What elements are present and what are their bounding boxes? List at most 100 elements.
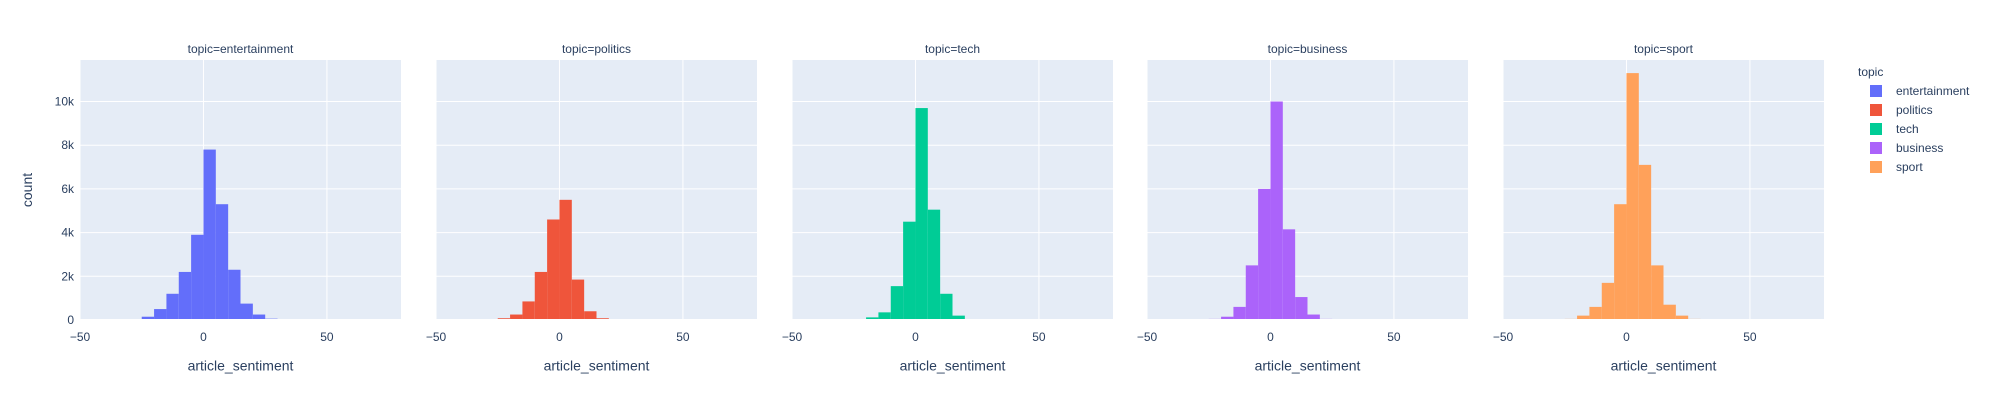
x-tick-label: 0: [1267, 330, 1274, 344]
facet-panel-entertainment: topic=entertainment −50 0 50 article_sentime…: [55, 42, 401, 373]
histogram-bar: [952, 315, 965, 320]
y-tick-label: 8k: [61, 138, 75, 152]
histogram-bar: [571, 279, 585, 320]
legend-swatch: [1870, 85, 1882, 97]
histogram-bar: [1663, 304, 1676, 320]
facet-title: topic=tech: [925, 42, 980, 56]
histogram-bar: [878, 312, 891, 320]
facet-panel-politics: topic=politics −50 0 50 article_sentiment: [426, 42, 757, 373]
facet-title: topic=politics: [562, 42, 631, 56]
legend-item-politics: politics: [1870, 103, 1933, 117]
histogram-bar: [940, 293, 953, 320]
x-tick-label: 0: [1623, 330, 1630, 344]
histogram-bar: [1233, 306, 1246, 320]
x-tick-label: 50: [1387, 330, 1401, 344]
facet-title: topic=business: [1268, 42, 1348, 56]
plot-area-background: [792, 60, 1113, 320]
histogram-bar: [1577, 315, 1590, 320]
x-axis-title: article_sentiment: [188, 357, 294, 373]
x-tick-label: 0: [556, 330, 563, 344]
facet-panel-business: topic=business −50 0 50 article_sentiment: [1137, 42, 1468, 373]
x-tick-label: 50: [676, 330, 690, 344]
facet-title: topic=entertainment: [188, 42, 294, 56]
histogram-bar: [215, 204, 229, 320]
legend-label: tech: [1896, 122, 1919, 136]
x-tick-label: −50: [426, 330, 447, 344]
histogram-bar: [1295, 297, 1308, 320]
legend-swatch: [1870, 142, 1882, 154]
x-tick-label: 50: [1032, 330, 1046, 344]
legend: topic entertainment politics tech business sp…: [1858, 65, 1970, 174]
histogram-bar: [1675, 315, 1689, 320]
legend-title: topic: [1858, 65, 1883, 79]
histogram-bar: [1270, 101, 1283, 320]
histogram-bar: [154, 309, 167, 320]
histogram-bar: [1651, 265, 1664, 320]
histogram-bar: [547, 219, 560, 320]
histogram-bar: [1638, 164, 1652, 320]
histogram-bar: [510, 314, 523, 320]
legend-swatch: [1870, 161, 1882, 173]
x-tick-label: 50: [1743, 330, 1757, 344]
y-tick-label: 4k: [61, 226, 75, 240]
legend-label: entertainment: [1896, 84, 1970, 98]
x-tick-label: 0: [200, 330, 207, 344]
x-tick-label: −50: [1493, 330, 1514, 344]
y-tick-label: 0: [67, 313, 74, 327]
histogram-bar: [203, 149, 216, 320]
y-axis-title: count: [19, 173, 35, 207]
histogram-bar: [1258, 188, 1271, 320]
legend-swatch: [1870, 123, 1882, 135]
plot-area-background: [436, 60, 757, 320]
histogram-bar: [1601, 282, 1615, 320]
x-axis-title: article_sentiment: [1255, 357, 1361, 373]
histogram-bar: [1282, 229, 1296, 320]
histogram-bar: [559, 199, 572, 320]
histogram-bar: [890, 286, 904, 320]
histogram-bar: [240, 303, 253, 320]
histogram-bar: [534, 271, 548, 320]
histogram-bar: [1221, 316, 1234, 320]
plot-area-background: [1147, 60, 1468, 320]
x-axis-title: article_sentiment: [900, 357, 1006, 373]
histogram-bar: [1614, 204, 1627, 320]
x-tick-label: −50: [70, 330, 91, 344]
legend-label: sport: [1896, 160, 1923, 174]
x-tick-label: 0: [912, 330, 919, 344]
histogram-bar: [1307, 314, 1320, 320]
legend-item-sport: sport: [1870, 160, 1923, 174]
legend-label: business: [1896, 141, 1943, 155]
histogram-bar: [1626, 73, 1639, 320]
y-tick-label: 6k: [61, 182, 75, 196]
histogram-bar: [903, 221, 916, 320]
histogram-bar: [191, 234, 204, 320]
facet-panel-sport: topic=sport −50 0 50 article_sentiment: [1493, 42, 1824, 373]
histogram-bar: [866, 317, 879, 320]
legend-label: politics: [1896, 103, 1933, 117]
legend-item-tech: tech: [1870, 122, 1919, 136]
legend-item-entertainment: entertainment: [1870, 84, 1970, 98]
facet-title: topic=sport: [1634, 42, 1694, 56]
histogram-bar: [166, 293, 179, 320]
histogram-bar: [228, 269, 241, 320]
y-tick-label: 10k: [55, 95, 75, 109]
facet-panel-tech: topic=tech −50 0 50 article_sentiment: [782, 42, 1113, 373]
histogram-bar: [927, 209, 941, 320]
x-tick-label: 50: [320, 330, 334, 344]
x-axis-title: article_sentiment: [1611, 357, 1717, 373]
histogram-bar: [522, 301, 535, 320]
legend-swatch: [1870, 104, 1882, 116]
x-axis-title: article_sentiment: [544, 357, 650, 373]
histogram-bar: [584, 311, 597, 320]
legend-item-business: business: [1870, 141, 1943, 155]
histogram-bar: [141, 316, 155, 320]
histogram-bar: [178, 271, 192, 320]
y-tick-label: 2k: [61, 269, 75, 283]
histogram-bar: [1589, 306, 1602, 320]
histogram-bar: [1245, 265, 1259, 320]
x-tick-label: −50: [782, 330, 803, 344]
histogram-bar: [252, 314, 266, 320]
x-tick-label: −50: [1137, 330, 1158, 344]
